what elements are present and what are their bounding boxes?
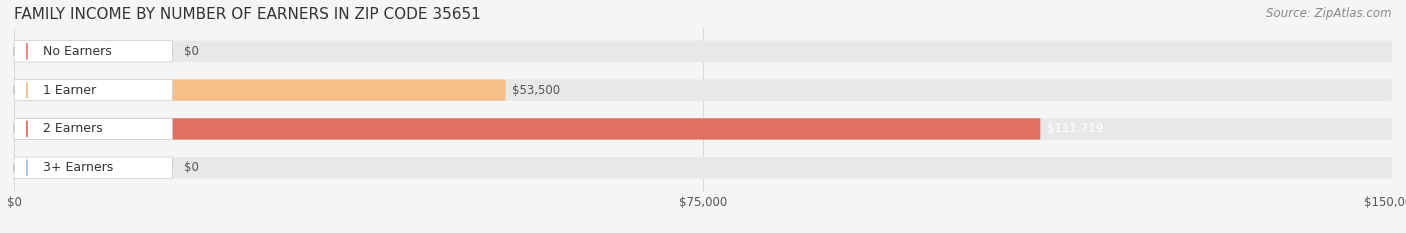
FancyBboxPatch shape bbox=[14, 157, 173, 178]
Text: 2 Earners: 2 Earners bbox=[42, 122, 103, 135]
FancyBboxPatch shape bbox=[14, 79, 1392, 101]
Text: $0: $0 bbox=[184, 161, 198, 174]
FancyBboxPatch shape bbox=[14, 118, 1040, 140]
FancyBboxPatch shape bbox=[14, 41, 173, 62]
Text: $53,500: $53,500 bbox=[512, 84, 561, 97]
Text: Source: ZipAtlas.com: Source: ZipAtlas.com bbox=[1267, 7, 1392, 20]
Text: No Earners: No Earners bbox=[42, 45, 111, 58]
Text: $0: $0 bbox=[184, 45, 198, 58]
Text: 3+ Earners: 3+ Earners bbox=[42, 161, 112, 174]
FancyBboxPatch shape bbox=[14, 79, 173, 101]
Text: FAMILY INCOME BY NUMBER OF EARNERS IN ZIP CODE 35651: FAMILY INCOME BY NUMBER OF EARNERS IN ZI… bbox=[14, 7, 481, 22]
Text: 1 Earner: 1 Earner bbox=[42, 84, 96, 97]
Text: $111,719: $111,719 bbox=[1047, 122, 1104, 135]
FancyBboxPatch shape bbox=[14, 79, 506, 101]
FancyBboxPatch shape bbox=[14, 118, 1392, 140]
FancyBboxPatch shape bbox=[14, 157, 1392, 178]
FancyBboxPatch shape bbox=[14, 41, 1392, 62]
FancyBboxPatch shape bbox=[14, 118, 173, 140]
